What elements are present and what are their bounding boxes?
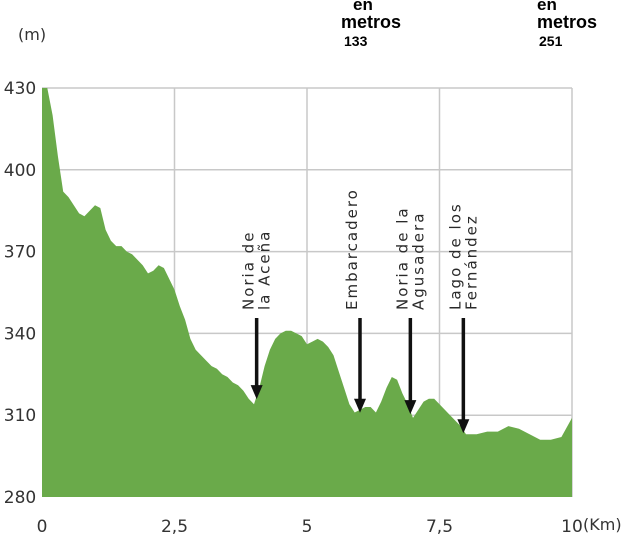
x-tick-label-4: 10 bbox=[561, 517, 583, 537]
y-tick-label-1: 310 bbox=[4, 406, 36, 426]
marker-arrow-head-3 bbox=[457, 419, 470, 434]
marker-label-line2-0: la Aceña bbox=[256, 230, 274, 310]
header-block-1-number: 133 bbox=[344, 33, 368, 49]
y-tick-label-0: 280 bbox=[4, 488, 36, 508]
marker-label-line1-0: Noria de bbox=[240, 231, 258, 310]
marker-label-line1-3: Lago de los bbox=[446, 202, 464, 310]
marker-arrow-head-1 bbox=[354, 398, 366, 413]
marker-arrow-head-0 bbox=[250, 385, 263, 400]
elevation-area bbox=[42, 88, 572, 497]
tick-layer: 280 310 340 370 400 430 0 2,5 5 7,5 10 bbox=[4, 79, 583, 537]
header-block-2-line1: en bbox=[537, 0, 557, 14]
y-tick-label-3: 370 bbox=[4, 243, 36, 263]
x-tick-label-2: 5 bbox=[302, 517, 313, 537]
marker-label-line2-3: Fernández bbox=[462, 214, 480, 310]
y-tick-label-4: 400 bbox=[4, 161, 36, 181]
header-block-1: en metros 133 bbox=[341, 0, 401, 49]
y-tick-label-5: 430 bbox=[4, 79, 36, 99]
x-tick-label-1: 2,5 bbox=[161, 517, 188, 537]
header-block-2: en metros 251 bbox=[537, 0, 597, 49]
x-tick-label-3: 7,5 bbox=[426, 517, 453, 537]
y-axis-unit: (m) bbox=[18, 25, 46, 44]
marker-label-line1-2: Noria de la bbox=[393, 206, 411, 310]
header-block-1-line2: metros bbox=[341, 12, 401, 32]
header-block-2-line2: metros bbox=[537, 12, 597, 32]
header-block-2-number: 251 bbox=[539, 33, 563, 49]
y-tick-label-2: 340 bbox=[4, 324, 36, 344]
x-axis-unit: (Km) bbox=[583, 515, 622, 534]
marker-arrow-head-2 bbox=[404, 400, 417, 415]
marker-1: Embarcadero bbox=[343, 188, 366, 413]
header-block-1-line1: en bbox=[353, 0, 373, 14]
marker-label-line2-2: Agusadera bbox=[409, 212, 427, 310]
marker-label-line1-1: Embarcadero bbox=[343, 188, 361, 310]
x-tick-label-0: 0 bbox=[37, 517, 48, 537]
